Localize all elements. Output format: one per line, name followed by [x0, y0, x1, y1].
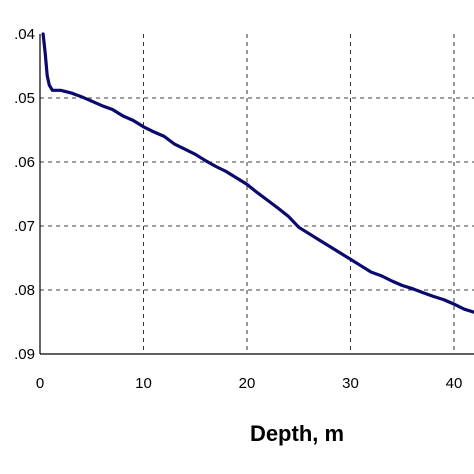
- x-tick-label: 0: [36, 375, 44, 392]
- y-tick-label: .07: [14, 218, 35, 235]
- y-tick-label: .04: [14, 26, 35, 43]
- y-tick-labels: .04 .05 .06 .07 .08 .09: [14, 26, 35, 363]
- x-tick-label: 20: [239, 375, 256, 392]
- axes: [39, 34, 474, 355]
- y-tick-label: .08: [14, 282, 35, 299]
- y-tick-label: .06: [14, 154, 35, 171]
- series-line: [41, 32, 474, 314]
- x-tick-label: 10: [135, 375, 152, 392]
- x-tick-label: 40: [446, 375, 463, 392]
- series-layer: [41, 32, 474, 314]
- x-tick-labels: 0 10 20 30 40: [36, 375, 463, 392]
- x-tick-label: 30: [342, 375, 359, 392]
- y-tick-label: .05: [14, 90, 35, 107]
- grid-lines: [40, 34, 474, 354]
- x-axis-label: Depth, m: [250, 421, 344, 446]
- y-tick-label: .09: [14, 346, 35, 363]
